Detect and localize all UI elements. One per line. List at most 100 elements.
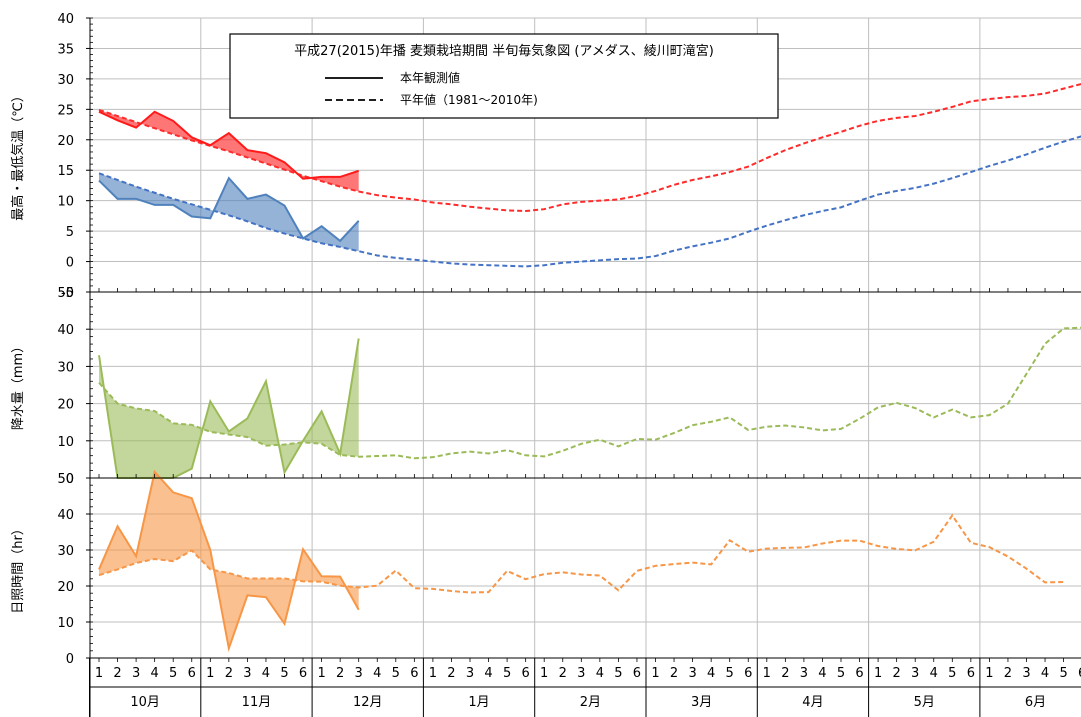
x-tick-label: 1	[206, 666, 214, 681]
y-tick-label: 20	[57, 134, 74, 149]
legend-normal-label: 平年値（1981～2010年)	[400, 92, 538, 107]
x-tick-label: 3	[800, 666, 808, 681]
axes: -50510152025303540最高・最低気温（℃）01020304050降…	[10, 12, 1081, 717]
normal-series-line	[98, 513, 1064, 594]
x-tick-label: 6	[855, 666, 863, 681]
x-tick-label: 3	[355, 666, 363, 681]
y-tick-label: 25	[57, 103, 74, 118]
x-tick-label: 4	[151, 666, 159, 681]
chart-title: 平成27(2015)年播 麦類栽培期間 半旬毎気象図 (アメダス、綾川町滝宮)	[294, 43, 714, 59]
y-tick-label: 10	[57, 195, 74, 210]
x-tick-label: 6	[967, 666, 975, 681]
x-tick-label: 4	[818, 666, 826, 681]
month-label: 2月	[580, 695, 601, 710]
month-label: 6月	[1025, 695, 1046, 710]
month-label: 4月	[802, 695, 823, 710]
series-lines	[98, 83, 1081, 653]
month-label: 1月	[468, 695, 489, 710]
normal-series-line	[98, 326, 1081, 460]
x-tick-label: 1	[651, 666, 659, 681]
x-tick-label: 6	[522, 666, 530, 681]
month-label: 5月	[914, 695, 935, 710]
month-label: 10月	[130, 695, 160, 710]
x-tick-label: 2	[893, 666, 901, 681]
x-tick-label: 5	[614, 666, 622, 681]
anomaly-fill	[99, 173, 359, 252]
x-tick-label: 4	[707, 666, 715, 681]
x-tick-label: 6	[1078, 666, 1081, 681]
x-tick-label: 2	[1004, 666, 1012, 681]
anomaly-fill	[99, 471, 359, 649]
observed-series-line	[98, 469, 360, 653]
y-tick-label: 40	[57, 323, 74, 338]
y-tick-label: 30	[57, 73, 74, 88]
legend: 平成27(2015)年播 麦類栽培期間 半旬毎気象図 (アメダス、綾川町滝宮) …	[229, 33, 779, 119]
y-axis-label: 降水量（mm）	[11, 340, 26, 430]
x-tick-label: 1	[540, 666, 548, 681]
x-tick-label: 6	[744, 666, 752, 681]
x-tick-label: 5	[503, 666, 511, 681]
legend-box	[229, 33, 779, 119]
x-tick-label: 6	[410, 666, 418, 681]
x-tick-label: 4	[262, 666, 270, 681]
y-axis-label: 最高・最低気温（℃）	[10, 89, 26, 221]
month-label: 12月	[353, 695, 383, 710]
x-tick-label: 5	[1059, 666, 1067, 681]
x-tick-label: 2	[113, 666, 121, 681]
month-label: 11月	[242, 695, 272, 710]
x-tick-label: 5	[280, 666, 288, 681]
y-tick-label: 0	[66, 652, 74, 667]
y-tick-label: 40	[57, 508, 74, 523]
x-tick-label: 2	[559, 666, 567, 681]
x-tick-label: 3	[688, 666, 696, 681]
x-tick-label: 3	[132, 666, 140, 681]
x-tick-label: 2	[336, 666, 344, 681]
normal-series-line	[98, 135, 1081, 268]
x-tick-label: 5	[726, 666, 734, 681]
y-tick-label: 15	[57, 164, 74, 179]
x-tick-label: 4	[596, 666, 604, 681]
x-tick-label: 1	[429, 666, 437, 681]
x-tick-label: 3	[1022, 666, 1030, 681]
x-tick-label: 5	[169, 666, 177, 681]
y-tick-label: 40	[57, 12, 74, 27]
x-tick-label: 2	[670, 666, 678, 681]
y-tick-label: 10	[57, 616, 74, 631]
y-tick-label: -5	[61, 286, 74, 301]
y-tick-label: 50	[57, 286, 74, 301]
normal-series-line	[98, 83, 1081, 213]
observed-series-line	[98, 176, 360, 243]
y-tick-label: 20	[57, 580, 74, 595]
x-tick-label: 1	[985, 666, 993, 681]
x-tick-label: 6	[633, 666, 641, 681]
y-tick-label: 5	[66, 225, 74, 240]
y-tick-label: 35	[57, 42, 74, 57]
y-tick-label: 30	[57, 544, 74, 559]
x-tick-label: 5	[392, 666, 400, 681]
y-axis-label: 日照時間（hr）	[11, 522, 26, 614]
x-tick-label: 3	[911, 666, 919, 681]
x-tick-label: 5	[948, 666, 956, 681]
y-tick-label: 10	[57, 435, 74, 450]
x-tick-label: 2	[781, 666, 789, 681]
x-tick-label: 1	[317, 666, 325, 681]
x-tick-label: 4	[373, 666, 381, 681]
x-tick-label: 3	[466, 666, 474, 681]
anomaly-fills	[99, 109, 359, 649]
y-tick-label: 50	[57, 472, 74, 487]
y-tick-label: 0	[66, 256, 74, 271]
y-tick-label: 0	[66, 472, 74, 487]
x-tick-label: 2	[225, 666, 233, 681]
x-tick-label: 4	[930, 666, 938, 681]
anomaly-fill	[99, 338, 359, 478]
x-tick-label: 6	[299, 666, 307, 681]
x-tick-label: 1	[874, 666, 882, 681]
month-label: 3月	[691, 695, 712, 710]
x-tick-label: 3	[243, 666, 251, 681]
y-tick-label: 30	[57, 360, 74, 375]
observed-series-line	[98, 110, 360, 180]
legend-observed-label: 本年観測値	[400, 70, 460, 85]
x-tick-label: 3	[577, 666, 585, 681]
x-tick-label: 1	[95, 666, 103, 681]
